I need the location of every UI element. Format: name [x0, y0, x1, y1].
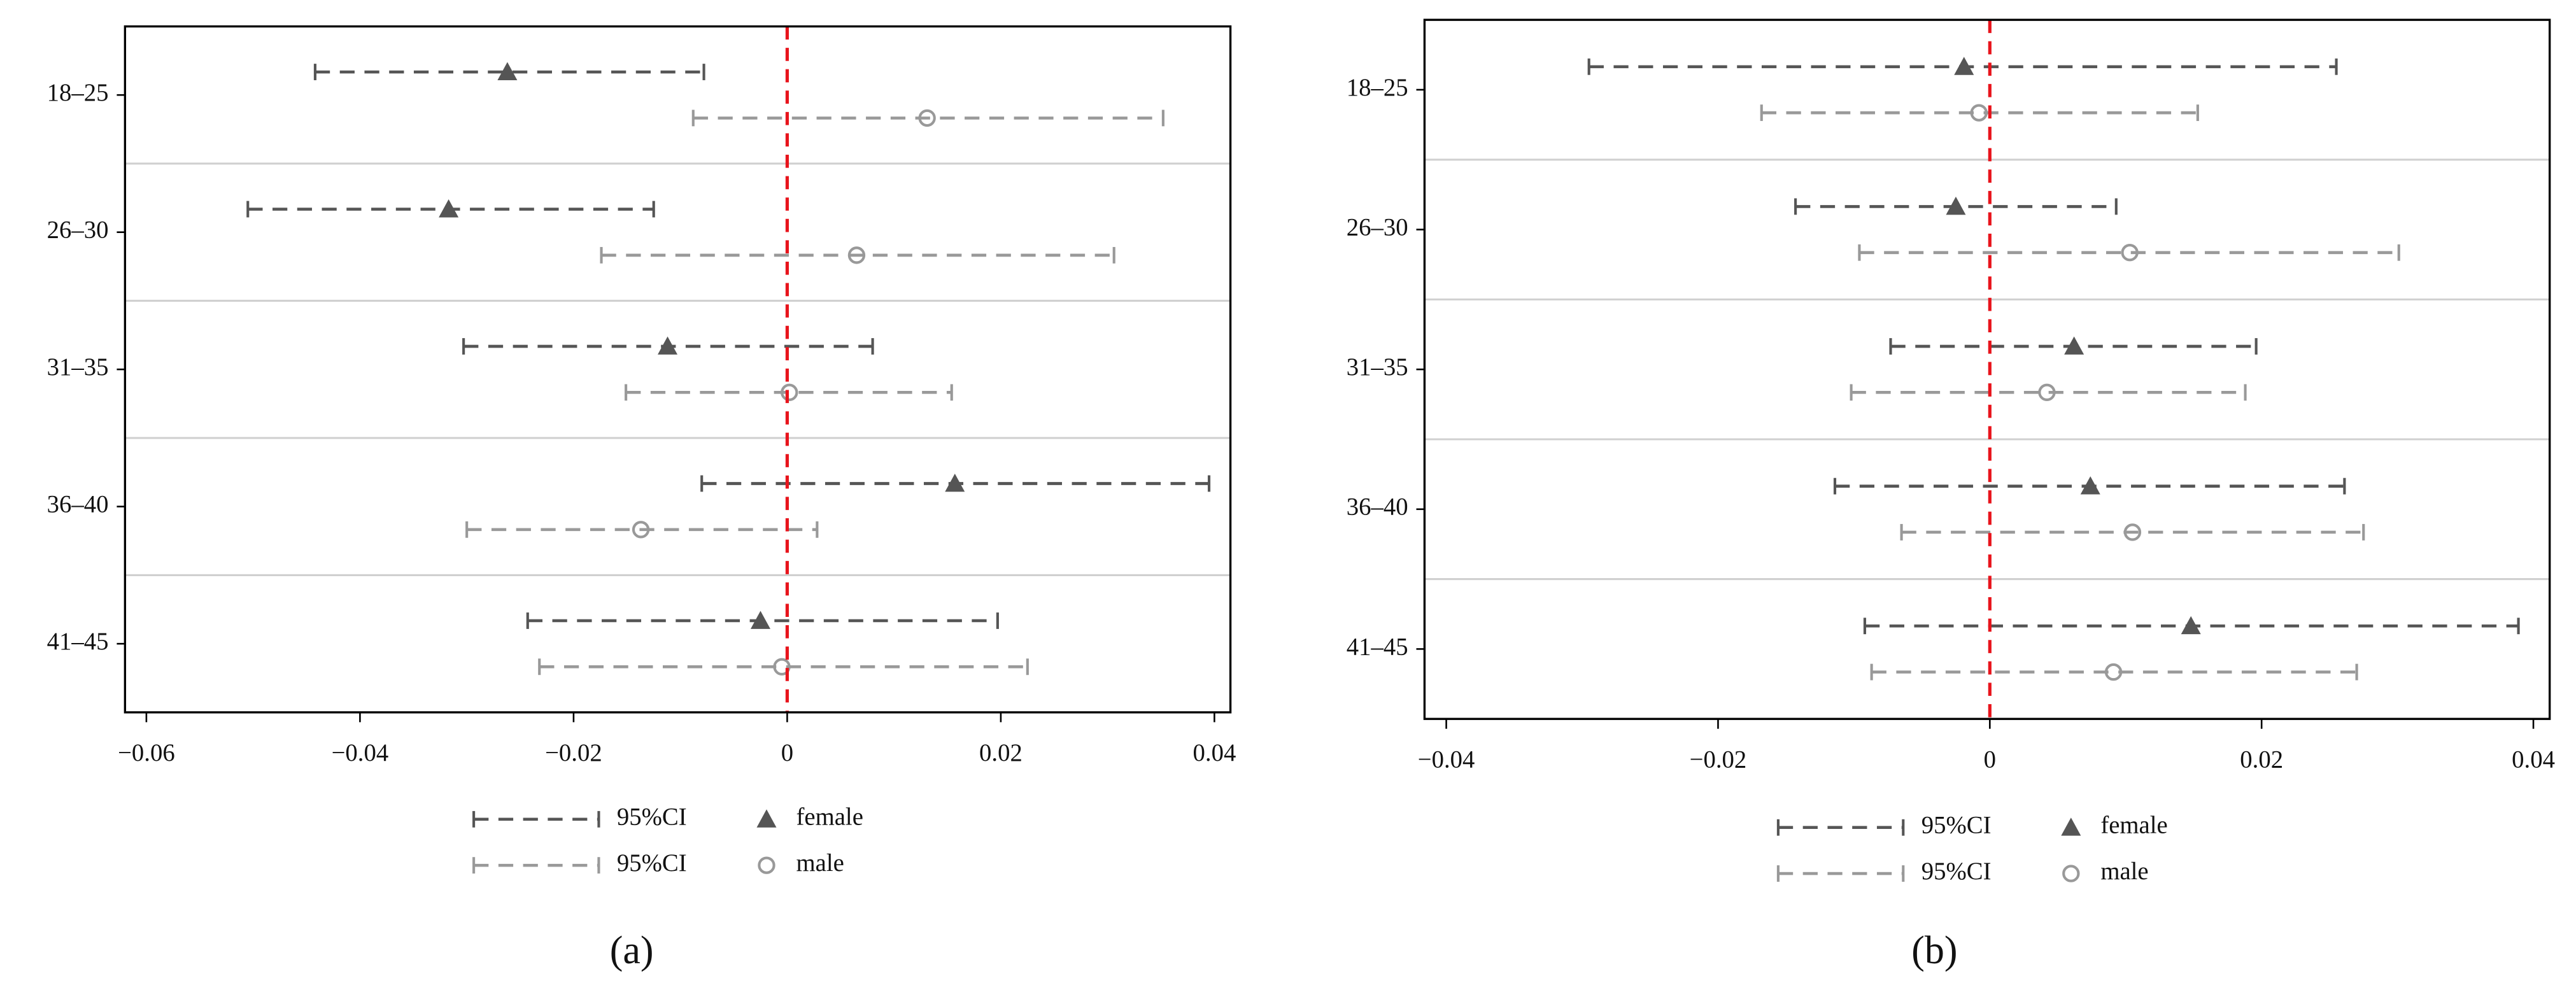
point	[945, 473, 965, 492]
y-tick-label: 26–30	[1347, 213, 1408, 241]
x-tick-label: −0.04	[332, 739, 389, 767]
x-tick-label: −0.02	[545, 739, 602, 767]
point	[1954, 57, 1974, 75]
legend-ci-label: 95%CI	[1921, 812, 1992, 839]
x-tick-label: 0	[781, 739, 793, 767]
legend-label: male	[796, 849, 844, 877]
point	[497, 62, 518, 80]
panel-label: (a)	[610, 929, 654, 972]
panel-label: (b)	[1911, 929, 1957, 972]
legend-marker	[2062, 865, 2080, 882]
legend-label: female	[796, 803, 863, 831]
legend-label: female	[2100, 812, 2167, 839]
point	[2064, 336, 2084, 355]
point	[847, 246, 866, 264]
legend-marker	[2061, 817, 2081, 836]
y-tick-label: 31–35	[1347, 353, 1408, 381]
point	[2104, 663, 2123, 681]
point	[1946, 196, 1966, 215]
legend-ci-label: 95%CI	[617, 803, 687, 831]
y-tick-label: 26–30	[47, 216, 109, 244]
plot-frame	[124, 25, 1232, 714]
legend-ci-label: 95%CI	[617, 849, 687, 877]
y-tick-label: 18–25	[1347, 74, 1408, 101]
legend-marker	[756, 809, 777, 828]
point	[2080, 476, 2100, 495]
point	[1970, 104, 1988, 122]
plot-frame	[1423, 18, 2551, 720]
point	[2181, 616, 2201, 635]
y-tick-label: 36–40	[1347, 493, 1408, 521]
point	[2123, 523, 2142, 541]
x-tick-label: −0.02	[1690, 746, 1747, 773]
x-tick-label: 0.02	[979, 739, 1023, 767]
y-tick-label: 41–45	[1347, 633, 1408, 660]
point	[2121, 244, 2139, 262]
point	[439, 199, 459, 218]
point	[773, 658, 791, 676]
point	[918, 109, 936, 127]
x-tick-label: −0.04	[1418, 746, 1475, 773]
legend-label: male	[2100, 858, 2148, 885]
x-tick-label: −0.06	[118, 739, 175, 767]
x-tick-label: 0.04	[1193, 739, 1236, 767]
point	[632, 521, 650, 539]
point	[750, 611, 770, 629]
y-tick-label: 31–35	[47, 353, 109, 381]
point	[658, 336, 678, 355]
point	[781, 383, 798, 402]
point	[2038, 383, 2056, 402]
legend-marker	[758, 856, 775, 874]
y-tick-label: 41–45	[47, 628, 109, 655]
x-tick-label: 0.02	[2240, 746, 2283, 773]
y-tick-label: 18–25	[47, 79, 109, 106]
y-tick-label: 36–40	[47, 491, 109, 518]
x-tick-label: 0	[1984, 746, 1996, 773]
legend-ci-label: 95%CI	[1921, 858, 1992, 885]
x-tick-label: 0.04	[2512, 746, 2555, 773]
